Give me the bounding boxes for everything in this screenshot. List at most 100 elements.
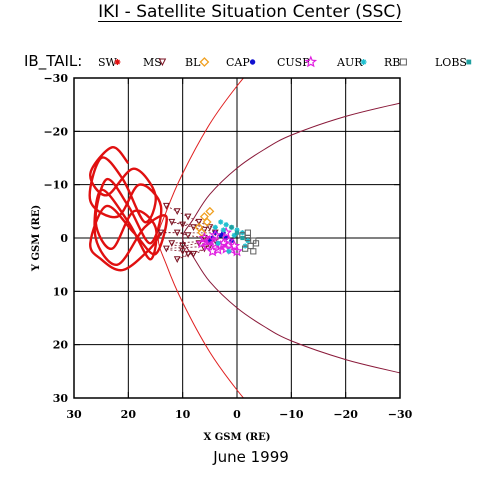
ms-point — [168, 240, 176, 248]
legend-item-cusp: CUSP — [277, 55, 318, 69]
y-axis-title: Y GSM (RE) — [31, 205, 42, 272]
lobs-marker-icon — [466, 59, 472, 65]
cusp-point — [223, 234, 235, 246]
aur-point — [215, 240, 221, 246]
ms-point — [162, 202, 170, 210]
ms-point — [206, 224, 214, 232]
legend-label: SW — [98, 56, 118, 69]
x-tick-label: 20 — [121, 408, 137, 421]
ms-point — [179, 221, 187, 229]
cusp-point — [220, 242, 232, 254]
x-tick-label: −20 — [333, 408, 358, 421]
sw-trajectory-line — [88, 146, 168, 272]
lobs-point — [234, 230, 240, 235]
page-title: IKI - Satellite Situation Center (SSC) — [98, 2, 402, 22]
x-tick-label: −10 — [279, 408, 304, 421]
ms-point — [200, 234, 208, 242]
ms-point — [157, 229, 165, 237]
ms-trajectory-line — [159, 205, 218, 260]
y-tick-label: 20 — [53, 339, 69, 352]
legend-label: RB — [384, 56, 400, 69]
ms-point — [173, 229, 181, 237]
cap-marker-icon — [249, 59, 256, 65]
aur-point — [212, 224, 218, 230]
aur-marker-icon — [360, 59, 367, 65]
legend-item-lobs: LOBS — [435, 56, 472, 69]
legend-item-bl: BL — [185, 56, 210, 69]
series-sw — [88, 146, 168, 272]
aur-point — [218, 219, 224, 225]
ms-point — [173, 256, 181, 264]
ms-point — [179, 242, 187, 250]
legend-item-aur: AUR — [336, 56, 367, 69]
series-layer — [88, 146, 260, 272]
cusp-marker-icon — [304, 55, 318, 68]
x-tick-label: −30 — [388, 408, 413, 421]
bl-marker-icon — [199, 57, 210, 67]
cusp-point — [231, 245, 243, 257]
legend-label: CUSP — [277, 56, 310, 69]
legend-label: BL — [185, 56, 201, 69]
legend-label: MS — [143, 56, 162, 69]
cusp-point — [212, 243, 224, 255]
y-tick-label: −30 — [43, 72, 68, 85]
aur-point — [231, 232, 237, 238]
legend-label: CAP — [226, 56, 250, 69]
ms-point — [195, 218, 203, 226]
panel-label: IB_TAIL: — [24, 52, 82, 71]
ms-point — [162, 245, 170, 253]
ms-point — [195, 240, 203, 248]
ms-point — [184, 250, 192, 258]
aur-point — [226, 248, 232, 254]
ms-point — [168, 218, 176, 226]
legend-item-rb: RB — [384, 56, 407, 69]
sw-marker-icon — [114, 59, 121, 65]
legend-item-ms: MS — [143, 56, 167, 69]
legend: SW MS BL CAP CUSP AUR RB LOBS — [98, 55, 472, 69]
cusp-point — [209, 229, 222, 241]
y-tick-label: 10 — [53, 285, 69, 298]
grid — [74, 78, 400, 398]
ms-marker-icon — [158, 58, 167, 67]
aur-point — [220, 227, 227, 233]
lobs-point — [240, 235, 245, 241]
ms-point — [173, 208, 181, 216]
legend-item-sw: SW — [98, 56, 121, 69]
y-tick-label: 0 — [60, 232, 68, 245]
series-lobs — [229, 225, 245, 241]
cusp-point — [195, 237, 208, 249]
rb-point — [247, 242, 254, 250]
cusp-point — [198, 231, 211, 243]
y-tick-label: −20 — [43, 125, 68, 138]
x-tick-label: 30 — [66, 408, 82, 421]
axis-ticks: 30 20 10 0 −10 −20 −30 −30 −20 −10 0 10 20 30 — [43, 72, 412, 421]
bl-point — [202, 217, 212, 227]
x-tick-label: 10 — [175, 408, 191, 421]
rb-point — [244, 229, 251, 236]
aur-point — [223, 222, 229, 228]
rb-marker-icon — [399, 58, 407, 66]
ms-point — [179, 248, 187, 256]
y-tick-label: −10 — [43, 179, 68, 192]
x-tick-label: 0 — [233, 408, 241, 421]
ms-point — [184, 213, 192, 221]
series-ms — [157, 202, 219, 264]
boundary-curves — [157, 78, 400, 398]
ms-point — [190, 250, 197, 258]
y-tick-label: 30 — [53, 392, 69, 405]
rb-point — [250, 248, 257, 255]
bl-point — [205, 206, 215, 216]
rb-point — [242, 245, 249, 252]
magnetopause-curve — [182, 102, 400, 374]
x-axis-title: X GSM (RE) — [204, 432, 271, 443]
lobs-point — [229, 225, 234, 230]
aur-point — [234, 227, 240, 233]
legend-item-cap: CAP — [226, 56, 256, 69]
date-label: June 1999 — [212, 448, 289, 466]
bow-shock-curve — [157, 78, 245, 398]
ms-point — [184, 232, 192, 240]
legend-label: AUR — [336, 56, 363, 69]
cusp-point — [228, 239, 241, 251]
legend-label: LOBS — [435, 56, 467, 69]
